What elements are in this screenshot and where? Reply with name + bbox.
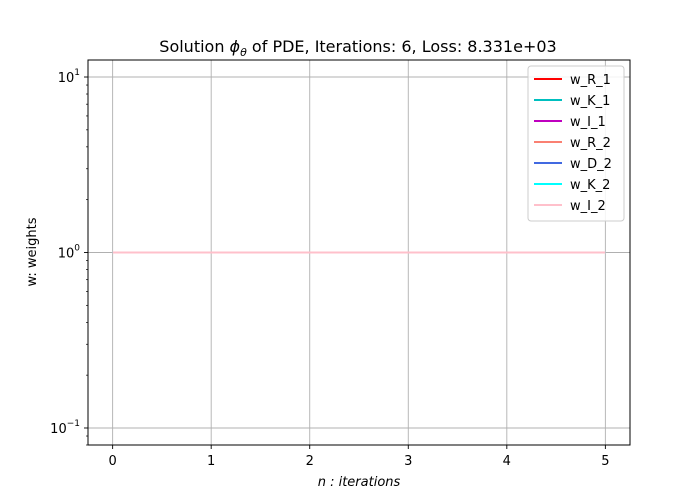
x-tick-label: 2 <box>306 454 314 469</box>
x-axis-label-variable: n <box>318 475 326 490</box>
legend-label: w_I_2 <box>570 199 606 214</box>
x-axis-ticks: 0 1 2 3 4 5 <box>108 445 610 469</box>
y-axis-label: w: weights <box>25 217 40 286</box>
title-suffix: of PDE, Iterations: 6, Loss: 8.331e+03 <box>247 37 557 56</box>
legend-label: w_R_1 <box>570 73 611 88</box>
legend: w_R_1 w_K_1 w_I_1 w_R_2 w_D_2 w_K_2 w_I_2 <box>527 65 625 222</box>
legend-box <box>527 65 625 222</box>
x-tick-label: 4 <box>503 454 511 469</box>
x-axis-label: n : iterations <box>318 475 401 490</box>
legend-label: w_D_2 <box>570 157 612 172</box>
y-tick-label: 101 <box>58 68 80 86</box>
legend-label: w_R_2 <box>570 136 611 151</box>
x-tick-label: 5 <box>601 454 609 469</box>
legend-label: w_I_1 <box>570 115 606 130</box>
x-tick-label: 1 <box>207 454 215 469</box>
y-tick-label: 100 <box>58 244 81 262</box>
title-subscript: θ <box>240 46 247 59</box>
x-tick-label: 0 <box>108 454 116 469</box>
x-axis-label-text: : iterations <box>326 475 401 490</box>
x-tick-label: 3 <box>404 454 412 469</box>
legend-label: w_K_1 <box>570 94 610 109</box>
title-symbol: ϕ <box>230 37 241 56</box>
legend-label: w_K_2 <box>570 178 610 193</box>
y-axis-ticks: 10−1 100 101 <box>50 68 88 446</box>
chart-title: Solution ϕθ of PDE, Iterations: 6, Loss:… <box>159 37 556 59</box>
svg-text:Solution ϕθ of PDE, Iterations: Solution ϕθ of PDE, Iterations: 6, Loss:… <box>159 37 556 59</box>
y-tick-label: 10−1 <box>50 419 80 437</box>
title-prefix: Solution <box>159 37 229 56</box>
